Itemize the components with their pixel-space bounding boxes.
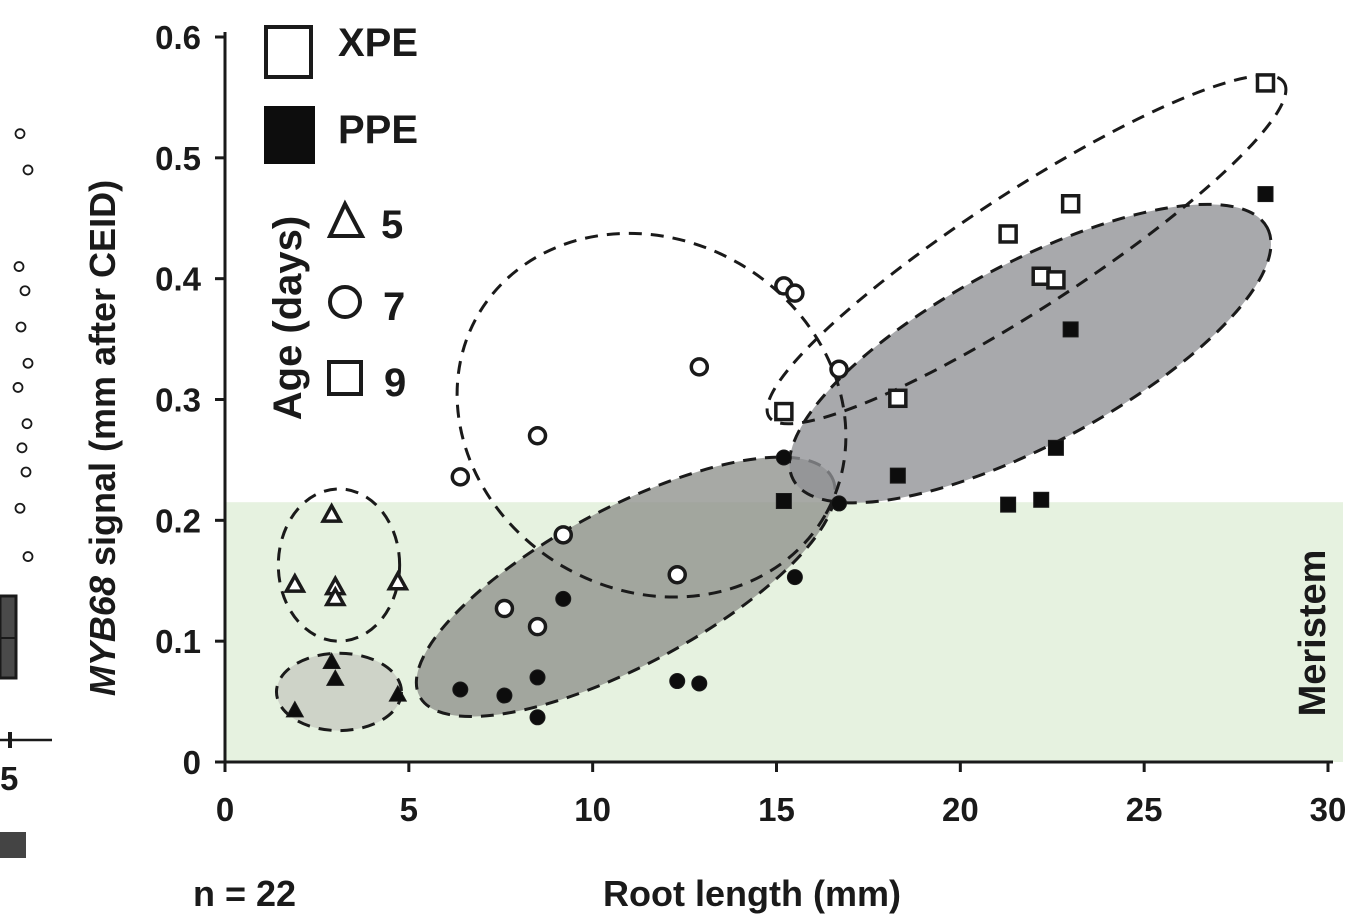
point-xpe-5 (283, 572, 307, 593)
left-panel-point (22, 164, 34, 176)
point-xpe-9 (1060, 194, 1081, 214)
y-tick-label: 0.1 (155, 623, 201, 660)
point-ppe-7 (669, 673, 686, 690)
legend-xpe-swatch (264, 25, 313, 79)
group-ellipses (274, 74, 1288, 733)
point-ppe-7 (555, 590, 572, 607)
left-panel-point (22, 551, 34, 562)
point-xpe-7 (553, 525, 574, 545)
point-xpe-7 (829, 359, 849, 380)
point-ppe-7 (786, 569, 803, 586)
point-ppe-9 (775, 493, 792, 509)
left-panel-point (13, 261, 25, 272)
meristem-label: Meristem (1292, 550, 1334, 717)
y-axis-title-rest: signal (mm after CEID) (82, 180, 123, 576)
point-ppe-7 (831, 495, 848, 512)
point-xpe-9 (774, 401, 794, 422)
point-ppe-9 (1062, 321, 1079, 338)
y-tick-label: 0.6 (155, 19, 201, 56)
point-ppe-7 (691, 675, 708, 692)
clipped-left-panel: 5 (0, 128, 52, 858)
left-panel-point (16, 442, 28, 454)
point-ppe-9 (1047, 439, 1064, 456)
x-axis-title: Root length (mm) (603, 873, 901, 914)
y-axis-title-gene: MYB68 (82, 576, 123, 696)
point-ppe-7 (529, 669, 546, 686)
y-ticks: 0 0.1 0.2 0.3 0.4 0.5 0.6 (155, 19, 225, 781)
y-tick-label: 0.4 (155, 261, 202, 298)
left-panel-points (12, 128, 34, 562)
ellipse-ppe-9 (787, 202, 1273, 505)
left-panel-point (21, 418, 33, 430)
point-ppe-7 (496, 687, 513, 704)
legend-circle-icon (328, 285, 362, 319)
point-ppe-7 (529, 709, 546, 726)
y-tick-label: 0.2 (155, 502, 201, 539)
x-tick-label: 5 (400, 791, 418, 828)
point-xpe-7 (785, 283, 805, 303)
point-ppe-9 (889, 467, 906, 484)
data-points (283, 73, 1276, 726)
left-panel-bar (0, 832, 26, 858)
point-ppe-9 (1000, 496, 1017, 513)
point-xpe-7 (450, 467, 471, 487)
legend: XPE PPE Age (days) 5 7 9 (264, 21, 418, 420)
left-panel-point (22, 357, 34, 369)
x-tick-label: 0 (216, 791, 234, 828)
point-ppe-5 (285, 700, 305, 718)
y-tick-label: 0.5 (155, 140, 201, 177)
point-ppe-7 (452, 681, 469, 698)
point-xpe-5 (323, 585, 347, 607)
legend-age-5-label: 5 (381, 203, 403, 247)
x-tick-label: 15 (758, 791, 795, 828)
point-xpe-9 (1255, 73, 1276, 93)
y-axis-title: MYB68 signal (mm after CEID) (82, 180, 123, 696)
x-tick-label: 30 (1310, 791, 1347, 828)
point-xpe-5 (320, 502, 344, 523)
y-tick-label: 0 (183, 744, 201, 781)
point-ppe-5 (325, 669, 345, 686)
point-ppe-7 (775, 449, 792, 466)
left-panel-point (20, 466, 32, 478)
legend-ppe-label: PPE (338, 108, 418, 152)
legend-age-9-label: 9 (384, 361, 406, 405)
x-tick-label: 20 (942, 791, 979, 828)
point-xpe-9 (1046, 270, 1066, 290)
point-xpe-7 (494, 598, 515, 619)
point-xpe-5 (386, 569, 410, 591)
point-xpe-7 (527, 426, 548, 446)
point-xpe-7 (667, 564, 687, 585)
point-ppe-9 (1257, 186, 1274, 203)
legend-age-7-label: 7 (383, 285, 405, 329)
left-panel-point (14, 128, 26, 140)
left-panel-tick-label: 5 (0, 760, 18, 797)
legend-age-title: Age (days) (266, 216, 310, 421)
point-xpe-7 (527, 616, 548, 637)
x-tick-label: 25 (1126, 791, 1163, 828)
y-tick-label: 0.3 (155, 382, 201, 419)
left-panel-point (19, 285, 31, 297)
legend-ppe-swatch (264, 106, 315, 164)
left-panel-point (15, 321, 27, 333)
ellipse-xpe-9 (765, 74, 1288, 426)
sample-size-label: n = 22 (193, 873, 296, 914)
x-ticks: 0 5 10 15 20 25 30 (216, 762, 1347, 828)
ellipse-ppe-5 (274, 651, 403, 733)
ellipse-xpe-7 (455, 231, 848, 599)
left-panel-point (12, 382, 24, 393)
point-ppe-5 (322, 652, 341, 670)
point-xpe-9 (998, 224, 1018, 244)
x-tick-label: 10 (574, 791, 611, 828)
point-xpe-7 (689, 357, 710, 377)
legend-xpe-label: XPE (338, 21, 418, 65)
legend-triangle-icon (326, 199, 366, 238)
point-ppe-5 (388, 684, 408, 702)
axes: 0 5 10 15 20 25 30 0 0.1 0.2 0.3 0.4 0.5 0.6 (155, 19, 1346, 828)
ellipse-xpe-5 (276, 487, 402, 643)
left-panel-point (14, 502, 26, 514)
point-ppe-9 (1033, 491, 1050, 508)
point-xpe-9 (888, 388, 908, 409)
legend-square-icon (327, 360, 363, 396)
